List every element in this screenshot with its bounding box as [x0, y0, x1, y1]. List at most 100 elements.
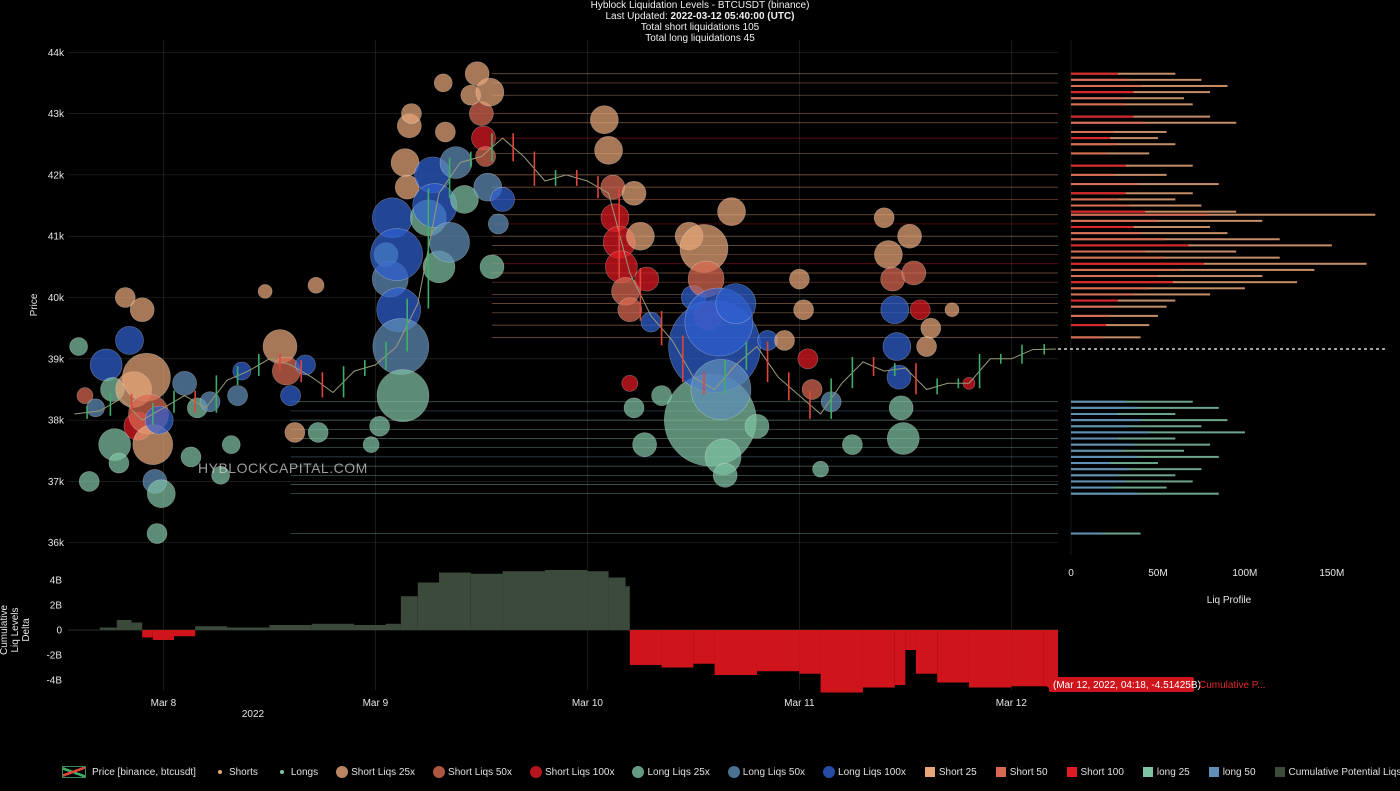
cumulative-bar [608, 577, 626, 630]
price-tick-label: 40k [48, 293, 65, 304]
price-tick-label: 41k [48, 232, 65, 243]
legend-item[interactable]: long 50 [1205, 767, 1256, 778]
legend-label: Long Liqs 50x [742, 766, 806, 778]
liq-bubble-long25 [69, 337, 88, 356]
liq-bubble-long25 [221, 435, 241, 454]
liq-bubble-long100 [295, 354, 316, 376]
cumulative-bar [131, 622, 143, 630]
chart-title-block: Hyblock Liquidation Levels - BTCUSDT (bi… [0, 0, 1400, 44]
liq-bubble-long50 [690, 359, 752, 420]
legend-item[interactable]: Short 50 [992, 767, 1048, 778]
liq-bubble-short25 [626, 221, 655, 251]
legend-item[interactable]: Short Liqs 25x [333, 766, 415, 778]
liq-bubble-long25 [180, 446, 202, 468]
legend-item[interactable]: Short Liqs 50x [430, 766, 512, 778]
legend-label: Short Liqs 25x [351, 766, 416, 778]
price-tick-label: 42k [48, 170, 65, 181]
price-tick-label: 44k [48, 48, 65, 59]
legend-swatch [995, 767, 1006, 777]
profile-bar-segment [1071, 431, 1150, 434]
profile-bar-segment [1071, 412, 1118, 415]
profile-bar-segment [1071, 213, 1208, 216]
legend-swatch [823, 766, 836, 778]
legend-item[interactable]: Short 100 [1063, 767, 1124, 778]
profile-bar [1071, 250, 1237, 253]
legend-item[interactable]: Shorts [211, 767, 258, 778]
profile-bar-segment [1071, 72, 1118, 75]
profile-bar [1071, 314, 1158, 317]
profile-bar [1071, 299, 1176, 302]
profile-bar [1071, 275, 1263, 278]
profile-bar [1071, 152, 1150, 155]
liq-bubble-short50 [880, 266, 905, 292]
profile-bar-segment [1071, 406, 1138, 409]
cumulative-bar [820, 630, 863, 693]
legend-swatch [336, 766, 349, 778]
legend-item[interactable]: Long Liqs 50x [725, 766, 805, 778]
legend-item[interactable]: Long Liqs 100x [820, 766, 906, 778]
profile-bar [1071, 336, 1141, 339]
cumulative-bar [1011, 630, 1044, 687]
legend-label: Cumulative Potential Liqs [1288, 766, 1400, 778]
cumulative-bar [587, 571, 609, 630]
profile-bar-segment [1071, 173, 1115, 176]
cumulative-axis-label-line: Liq Levels [10, 607, 21, 652]
liq-bubble-long100 [370, 228, 423, 281]
cumulative-bar [915, 630, 938, 674]
liq-bubble-short50 [600, 174, 626, 200]
profile-bar [1071, 84, 1228, 87]
liq-bubble-short25 [717, 197, 746, 226]
profile-bar [1071, 213, 1376, 216]
legend-item[interactable]: Cumulative Potential Liqs [1271, 767, 1400, 778]
watermark: HYBLOCKCAPITAL.COM [198, 460, 368, 476]
year-label: 2022 [242, 709, 265, 720]
profile-bar-segment [1071, 275, 1158, 278]
profile-bar-segment [1071, 192, 1126, 195]
liq-bubble-short25 [920, 317, 942, 339]
profile-bar-segment [1071, 130, 1115, 133]
profile-bar-segment [1071, 449, 1122, 452]
legend-swatch [1066, 767, 1077, 777]
profile-bar-segment [1071, 137, 1111, 140]
legend-item[interactable]: Long Liqs 25x [629, 766, 710, 778]
legend-label: Short 25 [938, 766, 977, 778]
legend-item[interactable]: Short 25 [921, 767, 977, 778]
profile-bar [1071, 91, 1211, 94]
legend-item[interactable]: Longs [273, 767, 318, 778]
profile-bar-segment [1071, 78, 1130, 81]
liquidation-chart[interactable]: 36k 37k 38k 39k 40k 41k 42k 43k 44k Mar 8 Mar 9 Mar… [0, 0, 1400, 760]
profile-bar [1071, 210, 1237, 213]
profile-bar [1071, 192, 1193, 195]
liq-bubble-short100 [909, 299, 931, 321]
cumulative-bar [968, 630, 1012, 688]
legend-item[interactable]: Short Liqs 100x [527, 766, 614, 778]
legend-swatch [279, 770, 284, 774]
cumulative-bar [417, 582, 439, 630]
profile-bar-segment [1071, 455, 1138, 458]
legend-item[interactable]: Price [binance, btcusdt] [62, 766, 196, 778]
liq-bubble-long25 [307, 422, 329, 443]
profile-bar [1071, 137, 1158, 140]
profile-bar [1071, 468, 1202, 471]
cumulative-bar [661, 630, 694, 668]
profile-bar [1071, 198, 1176, 201]
profile-bar-segment [1071, 250, 1146, 253]
profile-bar [1071, 492, 1219, 495]
profile-bar-segment [1071, 97, 1122, 100]
cumulative-bar [693, 630, 715, 664]
liq-bubble-long50 [372, 318, 430, 375]
liq-bubble-long50 [227, 385, 248, 406]
total-long-liquidations: Total long liquidations 45 [645, 33, 755, 44]
profile-bar-segment [1071, 287, 1150, 290]
cumulative-axis-label: CumulativeLiq LevelsDelta [0, 605, 32, 655]
profile-bar [1071, 78, 1202, 81]
liq-bubble-long25 [842, 434, 863, 455]
profile-bar [1071, 72, 1176, 75]
legend-item[interactable]: long 25 [1139, 767, 1190, 778]
legend-label: Short Liqs 50x [448, 766, 512, 778]
legend-label: Short 50 [1009, 766, 1048, 778]
profile-bar [1071, 121, 1237, 124]
liq-bubble-short25 [129, 297, 155, 323]
date-tick-label: Mar 11 [784, 698, 815, 709]
liq-bubble-long25 [632, 432, 657, 457]
